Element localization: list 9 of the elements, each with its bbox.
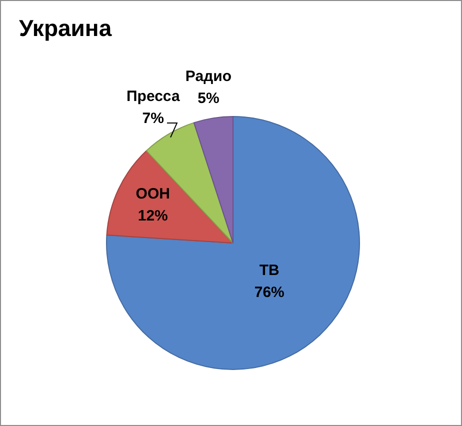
chart-title: Украина — [19, 15, 112, 42]
slice-label: Пресса — [126, 88, 180, 106]
data-label: 76% — [254, 284, 284, 301]
slice-label: ТВ — [259, 262, 280, 279]
data-label: 12% — [138, 207, 168, 224]
slice-label: Радио — [185, 68, 232, 86]
data-label: 5% — [198, 90, 220, 108]
slice-label: ООН — [136, 185, 170, 202]
data-label: 7% — [142, 110, 164, 128]
